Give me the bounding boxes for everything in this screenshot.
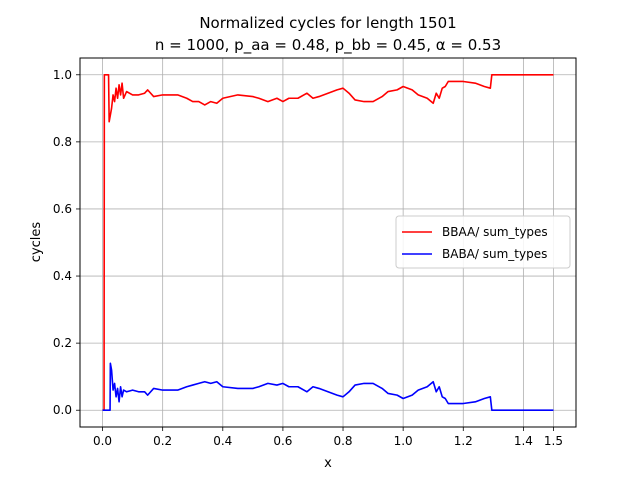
x-tick-label: 1.0 [394,434,413,448]
series-layer [102,73,554,412]
x-axis-label: x [324,456,332,471]
x-tick-label: 0.2 [153,434,172,448]
x-tick-label: 0.4 [213,434,232,448]
chart-title: Normalized cycles for length 1501 [199,14,456,32]
legend-label: BBAA/ sum_types [442,225,548,239]
y-tick-label: 0.6 [53,202,72,216]
y-axis-ticks: 0.0 0.2 0.4 0.6 0.8 1.0 [53,68,80,417]
legend-label: BABA/ sum_types [442,247,547,261]
x-tick-label: 0.6 [273,434,292,448]
y-tick-label: 0.8 [53,135,72,149]
x-tick-label: 1.2 [454,434,473,448]
x-tick-label: 1.5 [544,434,563,448]
plot-frame [79,57,577,428]
series-line-1 [102,73,554,412]
chart-subtitle: n = 1000, p_aa = 0.48, p_bb = 0.45, α = … [155,36,501,55]
y-tick-label: 0.0 [53,403,72,417]
y-tick-label: 0.4 [53,269,72,283]
y-tick-label: 1.0 [53,68,72,82]
y-tick-label: 0.2 [53,336,72,350]
y-axis-label: cycles [29,222,44,263]
legend-box [395,215,571,269]
x-tick-label: 0.8 [333,434,352,448]
x-axis-ticks: 0.0 0.2 0.4 0.6 0.8 1.0 1.2 1.4 1.5 [93,427,563,448]
series-line-2 [102,362,554,412]
x-tick-label: 0.0 [93,434,112,448]
legend: BBAA/ sum_types BABA/ sum_types [395,215,571,269]
x-tick-label: 1.4 [514,434,533,448]
